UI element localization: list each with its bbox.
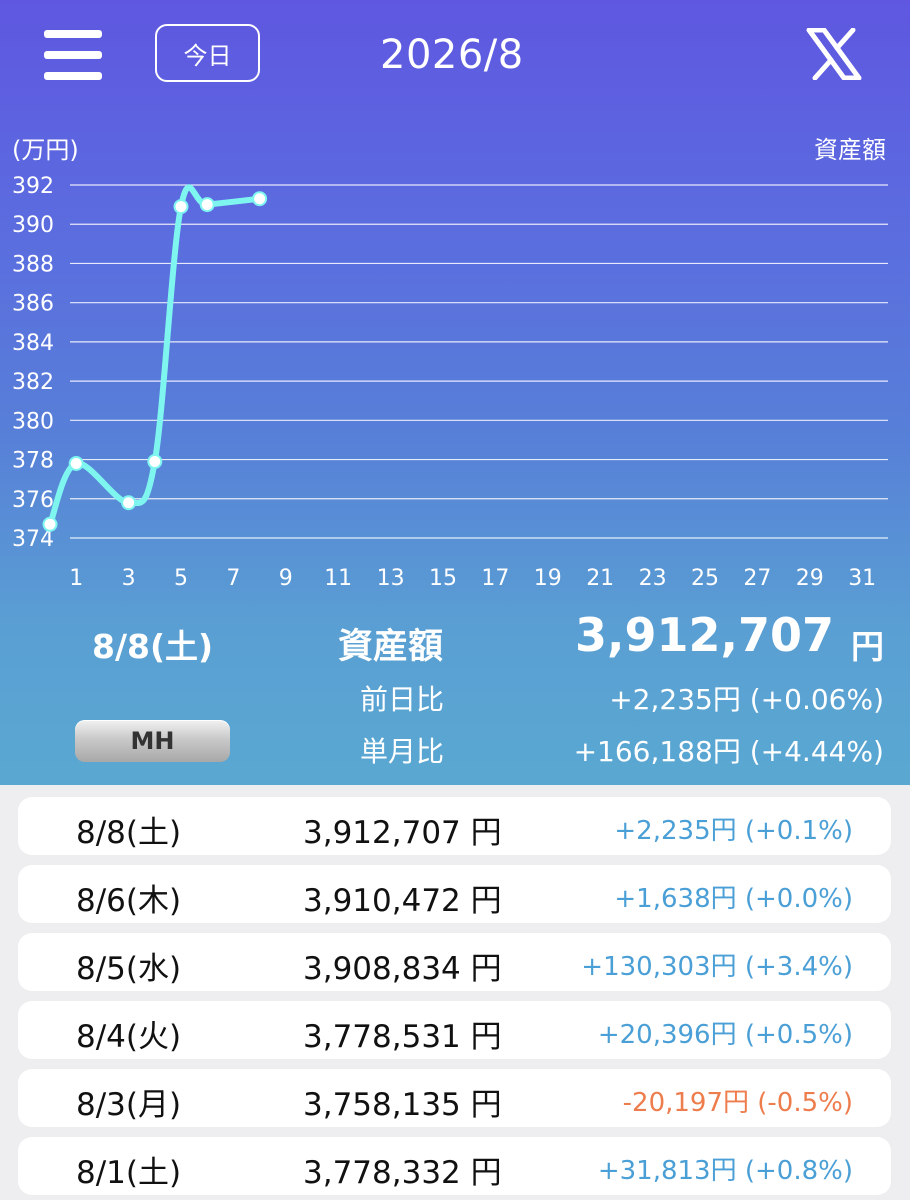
x-share-icon[interactable] xyxy=(806,27,862,81)
list-item[interactable]: 8/8(土) 3,912,707 円 +2,235円 (+0.1%) xyxy=(18,797,891,855)
x-tick-label: 3 xyxy=(122,566,136,591)
chart-metric-label: 資産額 xyxy=(814,136,886,164)
row-date: 8/8(土) xyxy=(76,815,182,851)
x-tick-label: 19 xyxy=(534,566,562,591)
row-date: 8/4(火) xyxy=(76,1019,182,1055)
daily-change-label: 前日比 xyxy=(360,683,445,716)
x-tick-label: 17 xyxy=(481,566,509,591)
summary-total-value: 3,912,707 xyxy=(575,608,834,662)
x-tick-label: 23 xyxy=(639,566,667,591)
y-axis-unit-label: (万円) xyxy=(12,136,79,164)
data-point xyxy=(199,197,215,213)
row-change: +2,235円 (+0.1%) xyxy=(614,816,853,846)
summary-unit: 円 xyxy=(851,627,884,666)
row-amount: 3,778,531 円 xyxy=(303,1019,502,1055)
series-line xyxy=(47,184,263,528)
x-tick-label: 5 xyxy=(174,566,188,591)
row-date: 8/3(月) xyxy=(76,1087,182,1123)
list-item[interactable]: 8/3(月) 3,758,135 円 -20,197円 (-0.5%) xyxy=(18,1069,891,1127)
row-date: 8/5(水) xyxy=(76,951,182,987)
monthly-change-label: 単月比 xyxy=(360,735,445,768)
data-point xyxy=(42,516,58,532)
x-tick-label: 9 xyxy=(279,566,293,591)
today-button[interactable]: 今日 xyxy=(155,24,260,82)
row-change: +31,813円 (+0.8%) xyxy=(597,1156,853,1186)
row-amount: 3,912,707 円 xyxy=(303,815,502,851)
y-tick-label: 378 xyxy=(12,449,54,474)
data-point xyxy=(173,199,189,215)
y-tick-label: 376 xyxy=(12,488,54,513)
y-tick-label: 380 xyxy=(12,409,54,434)
top-bar: 今日 2026/8 xyxy=(0,0,910,120)
row-date: 8/1(土) xyxy=(76,1155,182,1191)
x-tick-label: 13 xyxy=(377,566,405,591)
x-tick-label: 27 xyxy=(743,566,771,591)
monthly-change-value: +166,188円 (+4.44%) xyxy=(573,735,884,768)
row-amount: 3,778,332 円 xyxy=(303,1155,502,1191)
data-point xyxy=(121,495,137,511)
x-tick-label: 31 xyxy=(848,566,876,591)
header-panel: 今日 2026/8 (万円) 資産額 374 376 378 380 382 384 386… xyxy=(0,0,910,785)
row-amount: 3,908,834 円 xyxy=(303,951,502,987)
y-tick-label: 382 xyxy=(12,370,54,395)
y-tick-label: 388 xyxy=(12,252,54,277)
x-tick-label: 11 xyxy=(324,566,352,591)
x-tick-label: 29 xyxy=(796,566,824,591)
data-point xyxy=(147,454,163,470)
list-item[interactable]: 8/5(水) 3,908,834 円 +130,303円 (+3.4%) xyxy=(18,933,891,991)
x-tick-label: 21 xyxy=(586,566,614,591)
y-tick-label: 386 xyxy=(12,292,54,317)
y-tick-label: 384 xyxy=(12,331,54,356)
row-change: +130,303円 (+3.4%) xyxy=(581,952,853,982)
y-tick-label: 374 xyxy=(12,527,54,552)
data-point xyxy=(252,191,268,207)
row-date: 8/6(木) xyxy=(76,883,182,919)
row-change: -20,197円 (-0.5%) xyxy=(622,1088,853,1118)
daily-change-value: +2,235円 (+0.06%) xyxy=(609,683,884,716)
row-amount: 3,910,472 円 xyxy=(303,883,502,919)
row-change: +1,638円 (+0.0%) xyxy=(614,884,853,914)
x-tick-label: 25 xyxy=(691,566,719,591)
asset-chart: (万円) 資産額 374 376 378 380 382 384 386 388 390 392 1… xyxy=(0,120,910,600)
x-tick-label: 1 xyxy=(69,566,83,591)
x-tick-label: 7 xyxy=(226,566,240,591)
x-tick-label: 15 xyxy=(429,566,457,591)
y-tick-label: 390 xyxy=(12,213,54,238)
menu-icon[interactable] xyxy=(44,30,102,80)
summary-label: 資産額 xyxy=(338,627,444,667)
row-amount: 3,758,135 円 xyxy=(303,1087,502,1123)
row-change: +20,396円 (+0.5%) xyxy=(597,1020,853,1050)
history-list: 8/8(土) 3,912,707 円 +2,235円 (+0.1%) 8/6(木… xyxy=(0,785,910,1200)
summary-panel: 8/8(土) 資産額 3,912,707 円 前日比 +2,235円 (+0.0… xyxy=(0,600,910,785)
list-item[interactable]: 8/1(土) 3,778,332 円 +31,813円 (+0.8%) xyxy=(18,1137,891,1195)
month-title: 2026/8 xyxy=(380,32,524,78)
list-item[interactable]: 8/4(火) 3,778,531 円 +20,396円 (+0.5%) xyxy=(18,1001,891,1059)
mh-button[interactable]: MH xyxy=(75,720,230,762)
data-point xyxy=(68,455,84,471)
summary-date: 8/8(土) xyxy=(92,627,214,666)
y-tick-label: 392 xyxy=(12,174,54,199)
list-item[interactable]: 8/6(木) 3,910,472 円 +1,638円 (+0.0%) xyxy=(18,865,891,923)
